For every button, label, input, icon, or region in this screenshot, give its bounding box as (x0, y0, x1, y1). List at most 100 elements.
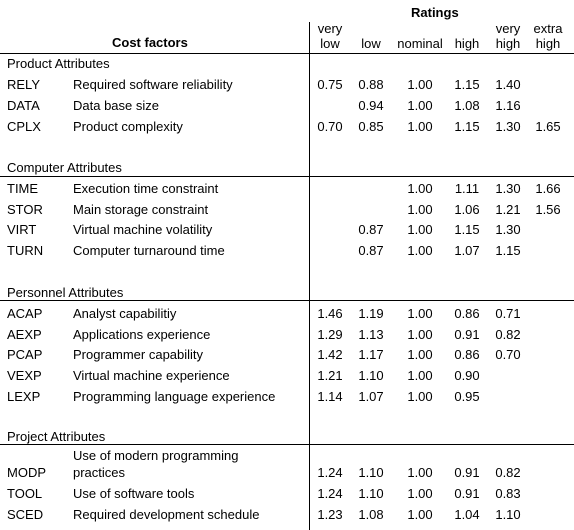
group-title-computer: Computer Attributes (7, 160, 122, 175)
cell-very-high: 0.70 (495, 347, 521, 362)
cell-low: 1.10 (358, 465, 384, 480)
cell-high: 0.86 (454, 347, 480, 362)
col-header-low: low (361, 36, 381, 51)
cell-high: 1.04 (454, 507, 480, 522)
group-title-personnel: Personnel Attributes (7, 285, 124, 300)
cell-very-high: 1.40 (495, 77, 521, 92)
cell-very-low: 1.29 (317, 327, 343, 342)
row-desc: Product complexity (73, 119, 183, 134)
row-desc: Programmer capability (73, 347, 204, 362)
row-desc: Data base size (73, 98, 159, 113)
cell-very-high: 1.15 (495, 243, 521, 258)
cell-low: 1.10 (358, 486, 384, 501)
col-header-very-high-line2: high (495, 36, 521, 51)
rule-personnel (0, 300, 574, 301)
cell-nominal: 1.00 (407, 465, 433, 480)
cell-very-high: 1.30 (495, 119, 521, 134)
row-desc: Virtual machine volatility (73, 222, 213, 237)
cell-nominal: 1.00 (407, 77, 433, 92)
cell-low: 0.88 (358, 77, 384, 92)
cell-very-low: 1.46 (317, 306, 343, 321)
row-desc: Use of modern programming (73, 448, 239, 463)
row-code: VIRT (7, 222, 37, 237)
cell-nominal: 1.00 (407, 306, 433, 321)
cell-nominal: 1.00 (407, 368, 433, 383)
col-header-very-low-line1: very (317, 21, 343, 36)
cell-high: 0.91 (454, 486, 480, 501)
cell-very-high: 0.82 (495, 327, 521, 342)
row-desc: Required software reliability (73, 77, 233, 92)
cell-low: 0.87 (358, 222, 384, 237)
cell-nominal: 1.00 (407, 119, 433, 134)
row-desc: Execution time constraint (73, 181, 219, 196)
col-header-very-high-line1: very (495, 21, 521, 36)
cell-very-high: 0.71 (495, 306, 521, 321)
cell-extra-high: 1.66 (535, 181, 561, 196)
cell-low: 1.08 (358, 507, 384, 522)
cell-low: 1.17 (358, 347, 384, 362)
cell-high: 0.86 (454, 306, 480, 321)
row-desc: Required development schedule (73, 507, 260, 522)
row-desc: Use of software tools (73, 486, 195, 501)
cell-high: 0.90 (454, 368, 480, 383)
col-header-extra-high-line2: high (535, 36, 561, 51)
cell-high: 1.15 (454, 77, 480, 92)
cell-very-high: 1.30 (495, 222, 521, 237)
row-desc: Computer turnaround time (73, 243, 225, 258)
cell-very-high: 0.83 (495, 486, 521, 501)
cell-high: 1.15 (454, 119, 480, 134)
cell-nominal: 1.00 (407, 389, 433, 404)
cell-very-high: 1.30 (495, 181, 521, 196)
rule-project (0, 444, 574, 445)
row-code: AEXP (7, 327, 42, 342)
row-desc: Main storage constraint (73, 202, 209, 217)
cell-very-low: 0.70 (317, 119, 343, 134)
cell-low: 1.13 (358, 327, 384, 342)
cell-low: 1.19 (358, 306, 384, 321)
cell-very-low: 1.42 (317, 347, 343, 362)
cell-high: 1.08 (454, 98, 480, 113)
cell-high: 1.11 (454, 181, 480, 196)
cell-nominal: 1.00 (407, 347, 433, 362)
cell-nominal: 1.00 (407, 327, 433, 342)
row-code: SCED (7, 507, 44, 522)
col-header-high: high (454, 36, 480, 51)
cell-very-high: 0.82 (495, 465, 521, 480)
column-divider (309, 22, 310, 530)
cell-nominal: 1.00 (407, 222, 433, 237)
col-header-very-low-line2: low (320, 36, 340, 51)
cell-nominal: 1.00 (407, 486, 433, 501)
cell-low: 0.94 (358, 98, 384, 113)
cell-low: 0.87 (358, 243, 384, 258)
cell-low: 1.10 (358, 368, 384, 383)
cell-high: 1.15 (454, 222, 480, 237)
rule-product (0, 53, 574, 54)
row-code: TURN (7, 243, 44, 258)
cell-very-high: 1.10 (495, 507, 521, 522)
cell-very-low: 1.24 (317, 486, 343, 501)
cell-nominal: 1.00 (407, 181, 433, 196)
cell-extra-high: 1.65 (535, 119, 561, 134)
cell-high: 0.91 (454, 327, 480, 342)
cell-low: 1.07 (358, 389, 384, 404)
cell-very-high: 1.21 (495, 202, 521, 217)
row-code: RELY (7, 77, 40, 92)
row-desc: Analyst capabilitiy (73, 306, 177, 321)
row-code: MODP (7, 465, 46, 480)
cell-nominal: 1.00 (407, 243, 433, 258)
group-title-product: Product Attributes (7, 56, 110, 71)
row-desc: Applications experience (73, 327, 211, 342)
cell-nominal: 1.00 (407, 202, 433, 217)
cell-nominal: 1.00 (407, 507, 433, 522)
group-title-project: Project Attributes (7, 429, 106, 444)
cell-extra-high: 1.56 (535, 202, 561, 217)
row-code: TOOL (7, 486, 43, 501)
cell-very-high: 1.16 (495, 98, 521, 113)
row-code: ACAP (7, 306, 43, 321)
row-desc: Programming language experience (73, 389, 276, 404)
row-desc-continued: practices (73, 465, 126, 480)
cell-high: 0.95 (454, 389, 480, 404)
row-code: VEXP (7, 368, 42, 383)
rule-computer (0, 176, 574, 177)
